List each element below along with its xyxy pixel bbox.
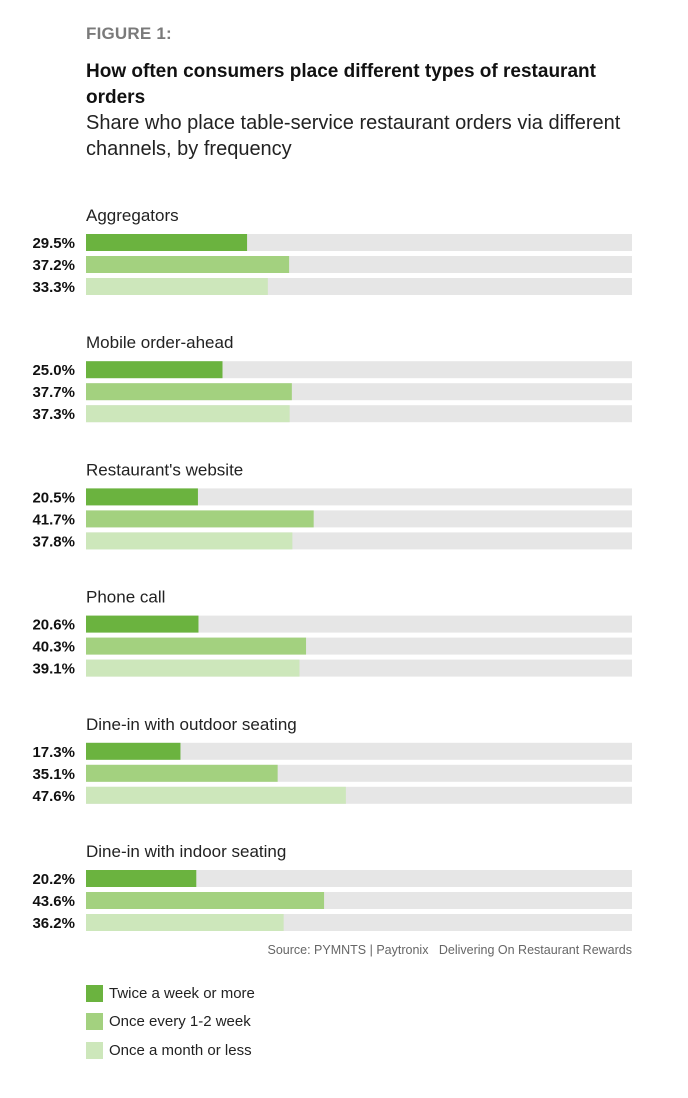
bar-track-dine-in-with-outdoor-seating-1 <box>86 742 632 760</box>
bar-dine-in-with-indoor-seating-2 <box>86 892 325 909</box>
value-label-aggregators-2: 37.2% <box>32 257 75 274</box>
value-label-restaurant-s-website-2: 41.7% <box>32 511 75 528</box>
bar-restaurant-s-website-2 <box>86 510 314 528</box>
bar-aggregators-2 <box>86 256 290 273</box>
source-note: Source: PYMNTS | Paytronix Delivering On… <box>267 943 633 957</box>
bar-aggregators-3 <box>86 278 268 295</box>
legend-item-every-1-2-weeks: Once every 1-2 week <box>86 1013 255 1031</box>
legend-label-twice-weekly: Twice a week or more <box>109 984 255 1002</box>
value-label-phone-call-2: 40.3% <box>32 639 75 656</box>
bar-phone-call-1 <box>86 615 199 633</box>
bar-chart: Aggregators 29.5% 37.2% 33.3% Mobile order-a… <box>32 206 632 932</box>
value-label-restaurant-s-website-3: 37.8% <box>32 533 75 550</box>
category-label-phone-call: Phone call <box>86 588 165 607</box>
legend-swatch-monthly-or-less <box>86 1041 103 1059</box>
value-label-mobile-order-ahead-2: 37.7% <box>32 384 75 401</box>
bar-dine-in-with-indoor-seating-3 <box>86 914 284 931</box>
bar-dine-in-with-indoor-seating-1 <box>86 870 197 887</box>
legend-item-monthly-or-less: Once a month or less <box>86 1041 255 1059</box>
value-label-dine-in-with-indoor-seating-3: 36.2% <box>32 915 75 932</box>
bar-dine-in-with-outdoor-seating-2 <box>86 764 278 782</box>
value-label-restaurant-s-website-1: 20.5% <box>32 489 75 506</box>
value-label-aggregators-3: 33.3% <box>32 279 75 296</box>
value-label-mobile-order-ahead-3: 37.3% <box>32 406 75 423</box>
legend: Twice a week or more Once every 1-2 week… <box>86 984 255 1070</box>
category-label-aggregators: Aggregators <box>86 206 179 225</box>
legend-swatch-twice-weekly <box>86 984 103 1002</box>
category-label-dine-in-with-outdoor-seating: Dine-in with outdoor seating <box>86 715 297 734</box>
value-label-mobile-order-ahead-1: 25.0% <box>32 362 75 379</box>
bar-restaurant-s-website-1 <box>86 488 198 506</box>
bar-mobile-order-ahead-1 <box>86 361 223 379</box>
value-label-dine-in-with-outdoor-seating-3: 47.6% <box>32 788 75 805</box>
bar-track-dine-in-with-indoor-seating-1 <box>86 870 632 887</box>
value-label-dine-in-with-indoor-seating-1: 20.2% <box>32 871 75 888</box>
legend-item-twice-weekly: Twice a week or more <box>86 984 255 1002</box>
value-label-dine-in-with-outdoor-seating-1: 17.3% <box>32 744 75 761</box>
category-label-restaurant-s-website: Restaurant's website <box>86 460 243 479</box>
bar-phone-call-3 <box>86 659 300 677</box>
bar-restaurant-s-website-3 <box>86 532 293 550</box>
bar-mobile-order-ahead-2 <box>86 383 292 401</box>
legend-label-monthly-or-less: Once a month or less <box>109 1041 252 1059</box>
figure-label: FIGURE 1: <box>86 24 172 43</box>
category-label-mobile-order-ahead: Mobile order-ahead <box>86 333 233 352</box>
legend-swatch-every-1-2-weeks <box>86 1013 103 1030</box>
chart-title: How often consumers place different type… <box>86 61 596 108</box>
category-label-dine-in-with-indoor-seating: Dine-in with indoor seating <box>86 842 286 861</box>
chart-subtitle: Share who place table-service restaurant… <box>86 112 621 160</box>
bar-mobile-order-ahead-3 <box>86 405 290 423</box>
bar-aggregators-1 <box>86 234 248 251</box>
bar-dine-in-with-outdoor-seating-1 <box>86 742 181 760</box>
value-label-dine-in-with-outdoor-seating-2: 35.1% <box>32 766 75 783</box>
value-label-phone-call-1: 20.6% <box>32 617 75 634</box>
bar-track-phone-call-1 <box>86 615 632 633</box>
bar-phone-call-2 <box>86 637 307 655</box>
legend-label-every-1-2-weeks: Once every 1-2 week <box>109 1013 251 1030</box>
value-label-aggregators-1: 29.5% <box>32 235 75 252</box>
value-label-dine-in-with-indoor-seating-2: 43.6% <box>32 893 75 910</box>
bar-dine-in-with-outdoor-seating-3 <box>86 786 346 804</box>
bar-track-restaurant-s-website-1 <box>86 488 632 506</box>
value-label-phone-call-3: 39.1% <box>32 661 75 678</box>
